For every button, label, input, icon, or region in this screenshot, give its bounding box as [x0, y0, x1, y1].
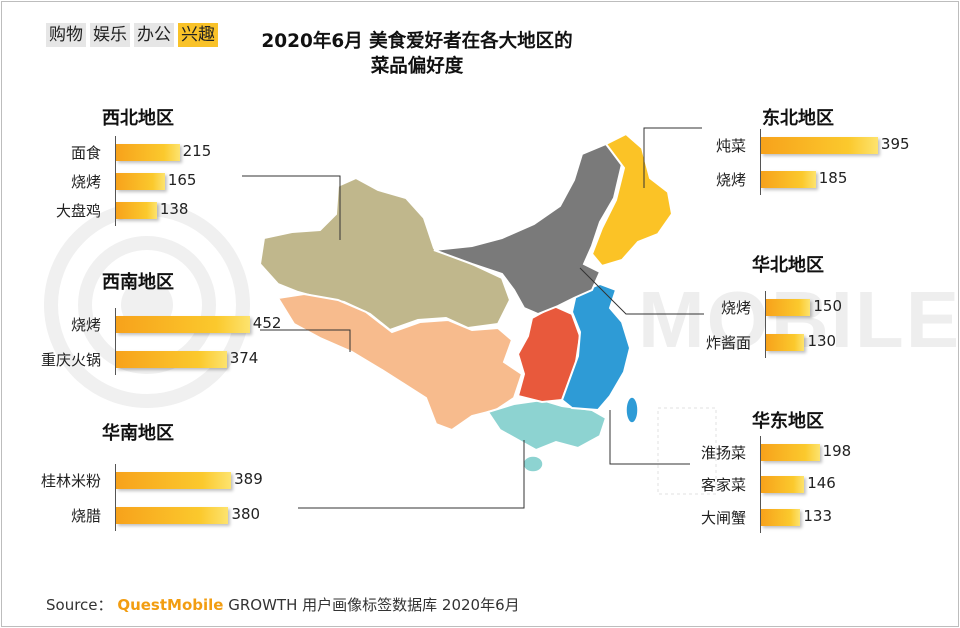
bar — [116, 144, 180, 161]
bar-value-label: 130 — [807, 332, 837, 350]
bar — [761, 171, 816, 188]
bar-label: 大盘鸡 — [55, 202, 101, 220]
bar — [761, 137, 878, 154]
bar-label: 桂林米粉 — [40, 472, 101, 490]
bar-value-label: 395 — [880, 135, 910, 153]
map-hainan — [522, 455, 544, 473]
connector-northeast — [643, 127, 702, 188]
connector-southwest — [260, 329, 351, 352]
bar — [116, 173, 165, 190]
bar-axis — [765, 291, 766, 358]
bar-axis — [760, 436, 761, 533]
source-note: Source： QuestMobile GROWTH 用户画像标签数据库 202… — [46, 594, 520, 615]
bar-value-label: 146 — [807, 474, 836, 492]
bar — [116, 472, 232, 489]
bar — [116, 351, 227, 368]
bar-axis — [115, 136, 116, 226]
tab-entertainment[interactable]: 娱乐 — [90, 23, 130, 47]
source-suffix: GROWTH 用户画像标签数据库 2020年6月 — [228, 596, 520, 614]
category-tabs: 购物 娱乐 办公 兴趣 — [46, 23, 218, 47]
connector-south — [298, 440, 525, 509]
bar — [116, 507, 229, 524]
bar-value-label: 452 — [252, 314, 282, 332]
bar — [761, 476, 805, 493]
bar-label: 烧烤 — [720, 299, 751, 317]
map-region-southwest — [276, 292, 524, 432]
map-region-north — [433, 142, 624, 316]
bar-label: 烧腊 — [70, 507, 101, 525]
bar-value-label: 185 — [818, 169, 848, 187]
source-brand: QuestMobile — [117, 596, 224, 614]
region-title-north: 华北地区 — [752, 255, 824, 276]
bar-label: 面食 — [70, 144, 101, 162]
chart-title-line2: 菜品偏好度 — [370, 56, 464, 77]
bar-value-label: 198 — [822, 442, 852, 460]
connector-east — [609, 410, 690, 465]
region-title-east: 华东地区 — [752, 411, 824, 432]
region-title-south: 华南地区 — [102, 423, 174, 444]
bar-label: 炖菜 — [715, 137, 746, 155]
source-prefix: Source： — [46, 596, 113, 614]
chart-title-line1: 2020年6月 美食爱好者在各大地区的 — [261, 31, 573, 52]
bar — [116, 202, 157, 219]
bar — [766, 334, 805, 351]
bar-axis — [760, 129, 761, 195]
bar — [761, 509, 801, 526]
tab-office[interactable]: 办公 — [134, 23, 174, 47]
region-title-northeast: 东北地区 — [762, 108, 834, 129]
tab-shopping[interactable]: 购物 — [46, 23, 86, 47]
bar — [766, 299, 811, 316]
map-taiwan — [625, 396, 639, 424]
bar-label: 烧烤 — [715, 171, 746, 189]
region-title-northwest: 西北地区 — [102, 108, 174, 129]
region-title-southwest: 西南地区 — [102, 272, 174, 293]
map-region-northeast — [590, 132, 674, 268]
bar-value-label: 150 — [813, 297, 843, 315]
bar-value-label: 138 — [159, 200, 189, 218]
bar-label: 重庆火锅 — [40, 351, 101, 369]
bar-value-label: 374 — [229, 349, 259, 367]
connector-north — [579, 267, 704, 315]
bar-value-label: 215 — [182, 142, 212, 160]
bar-label: 烧烤 — [70, 173, 101, 191]
bar-label: 客家菜 — [700, 476, 746, 494]
chart-title: 2020年6月 美食爱好者在各大地区的 菜品偏好度 — [252, 29, 582, 79]
bar-value-label: 165 — [167, 171, 197, 189]
bar — [761, 444, 820, 461]
bar-value-label: 389 — [234, 470, 263, 488]
bar-axis — [115, 464, 116, 531]
bar-label: 炸酱面 — [705, 334, 751, 352]
bar-label: 烧烤 — [70, 316, 101, 334]
connector-northwest — [242, 175, 341, 240]
tab-interest[interactable]: 兴趣 — [178, 23, 218, 47]
bar-label: 淮扬菜 — [700, 444, 746, 462]
bar — [116, 316, 250, 333]
bar-axis — [115, 308, 116, 375]
bar-value-label: 380 — [231, 505, 261, 523]
map-region-east — [560, 282, 632, 412]
bar-label: 大闸蟹 — [700, 509, 746, 527]
bar-value-label: 133 — [803, 507, 832, 525]
